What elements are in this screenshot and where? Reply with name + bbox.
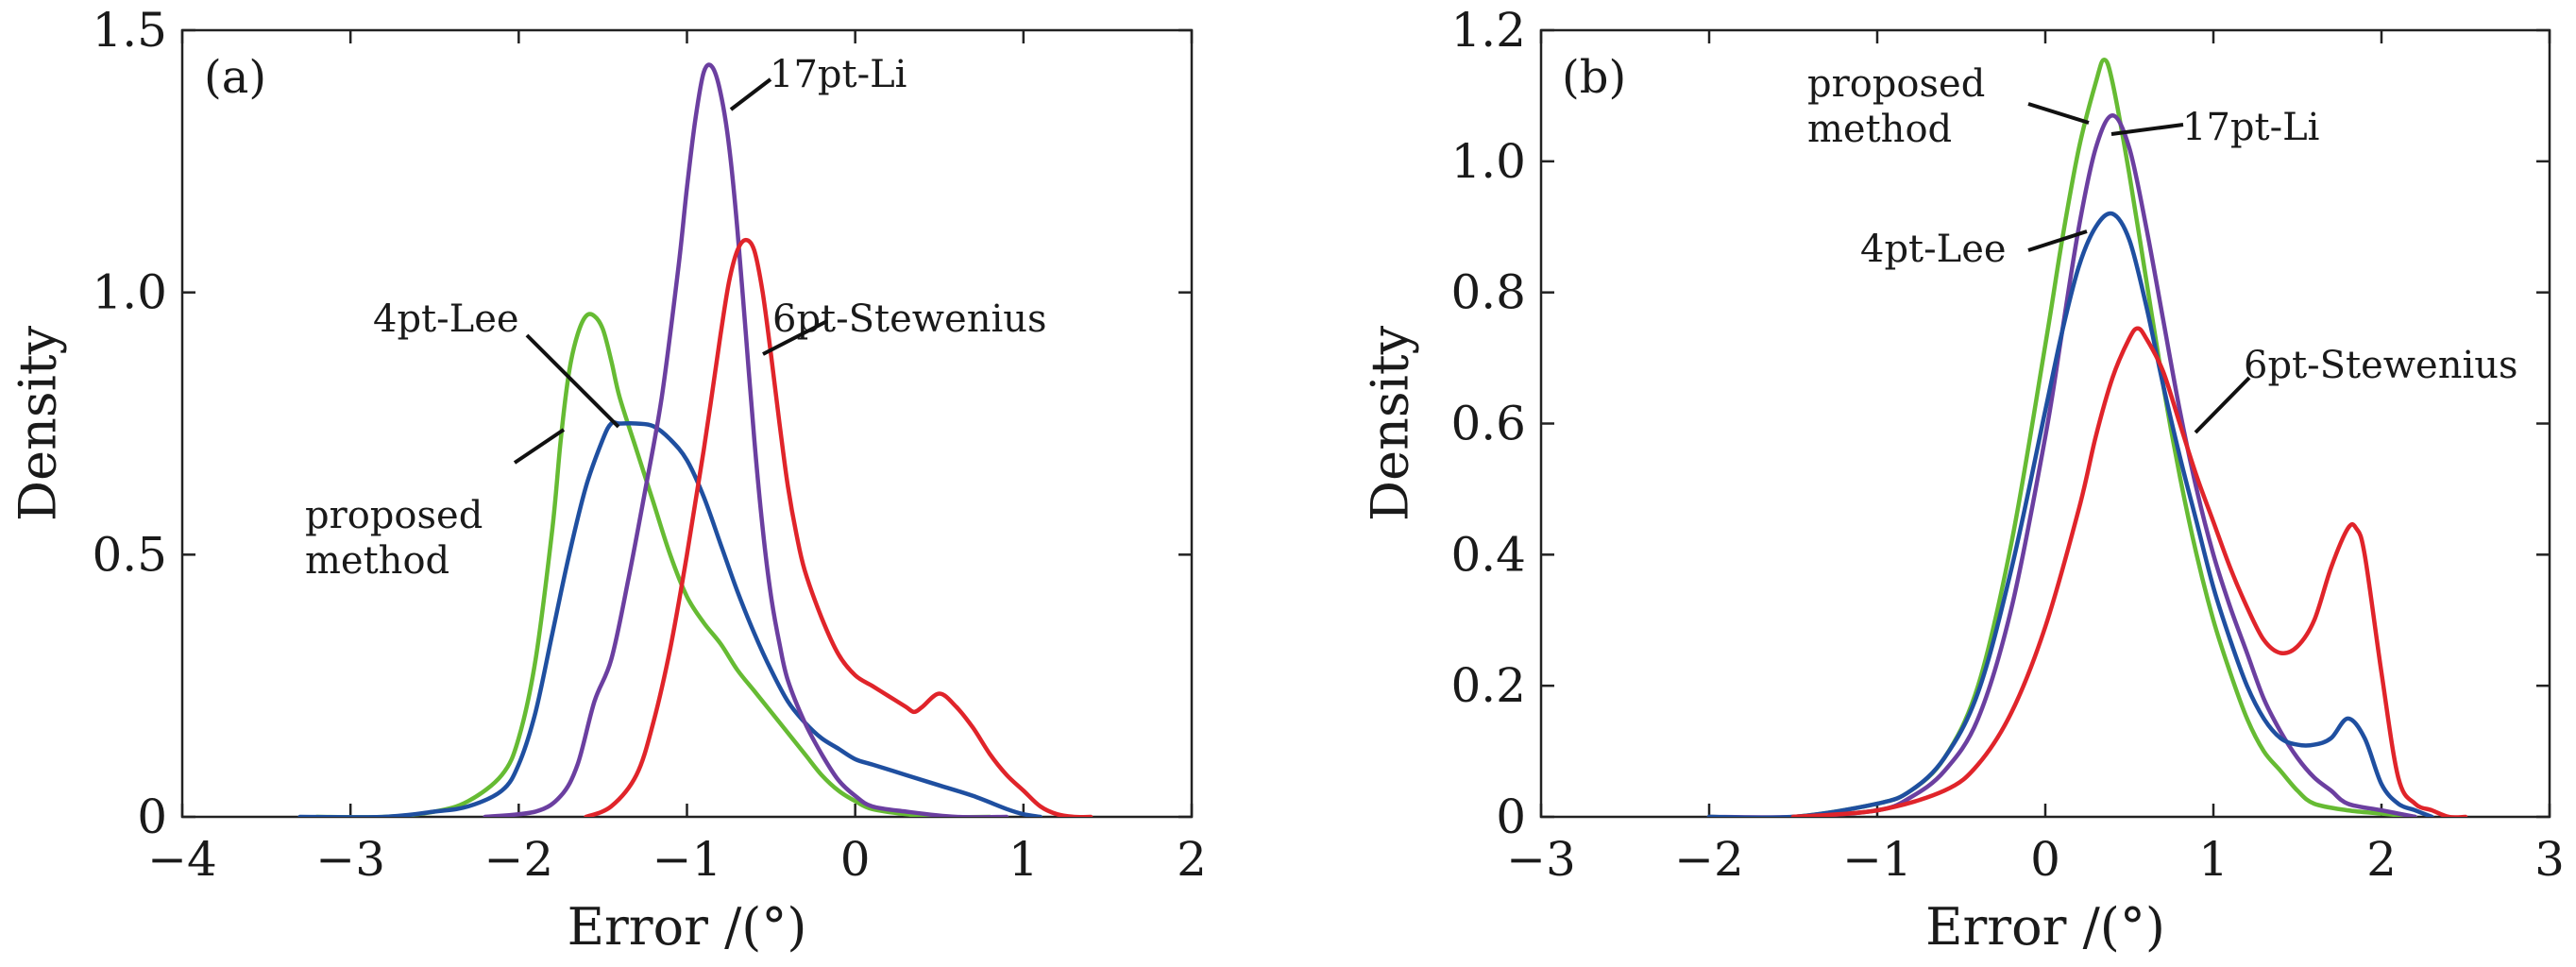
x-tick-label: −3 bbox=[315, 832, 385, 887]
annotation-leader bbox=[762, 319, 828, 356]
x-tick-label: −4 bbox=[147, 832, 217, 887]
annotation-6pt-stewenius: 6pt-Stewenius bbox=[2194, 344, 2518, 434]
x-tick-label: 2 bbox=[2366, 832, 2397, 887]
panel-label: (b) bbox=[1562, 51, 1626, 104]
series-line-4pt-lee bbox=[1706, 211, 2434, 817]
x-tick-label: 0 bbox=[840, 832, 871, 887]
y-tick-label: 0.4 bbox=[1450, 527, 1526, 582]
x-tick-label: −3 bbox=[1506, 832, 1576, 887]
series-line-6pt-stewenius bbox=[1790, 326, 2468, 817]
y-tick-label: 0 bbox=[137, 789, 167, 844]
y-tick-label: 1.0 bbox=[92, 265, 167, 320]
annotation-text: 17pt-Li bbox=[2182, 106, 2319, 149]
annotation-6pt-stewenius: 6pt-Stewenius bbox=[762, 297, 1047, 356]
annotation-text: 4pt-Lee bbox=[373, 297, 519, 341]
x-tick-label: 2 bbox=[1177, 832, 1207, 887]
y-tick-label: 0.2 bbox=[1450, 658, 1526, 713]
annotation-text: 6pt-Stewenius bbox=[772, 297, 1047, 341]
annotation-17pt-li: 17pt-Li bbox=[729, 53, 907, 111]
annotation-leader bbox=[2027, 102, 2090, 125]
annotation-text: 6pt-Stewenius bbox=[2244, 344, 2518, 387]
y-tick-label: 0.6 bbox=[1450, 397, 1526, 451]
annotation-text: 4pt-Lee bbox=[1860, 228, 2007, 271]
x-tick-label: 1 bbox=[1008, 832, 1039, 887]
annotation-4pt-lee: 4pt-Lee bbox=[373, 297, 620, 429]
panel-a: −4 −3 −2 −1 0 1 2 0 0.5 1.0 1.5 Error /(°) Density (a… bbox=[8, 3, 1207, 957]
y-axis-title: Density bbox=[8, 325, 68, 521]
annotation-leader bbox=[2194, 376, 2251, 434]
annotation-4pt-lee: 4pt-Lee bbox=[1860, 228, 2088, 271]
x-tick-label: 1 bbox=[2198, 832, 2229, 887]
series-line-17pt-li bbox=[483, 62, 1009, 817]
annotation-text: 17pt-Li bbox=[770, 53, 907, 96]
y-tick-label: 0 bbox=[1496, 789, 1526, 844]
annotation-leader bbox=[2110, 123, 2184, 136]
annotation-leader bbox=[729, 77, 772, 111]
x-tick-label: 3 bbox=[2534, 832, 2565, 887]
annotation-17pt-li: 17pt-Li bbox=[2110, 106, 2319, 149]
y-axis-title: Density bbox=[1361, 325, 1420, 521]
x-tick-label: −1 bbox=[1842, 832, 1912, 887]
x-tick-label: 0 bbox=[2030, 832, 2060, 887]
x-tick-label: −1 bbox=[652, 832, 722, 887]
x-axis-title: Error /(°) bbox=[568, 897, 807, 957]
x-tick-label: −2 bbox=[483, 832, 553, 887]
series-line-4pt-lee bbox=[297, 420, 1042, 817]
annotation-leader bbox=[2027, 229, 2088, 252]
annotation-leader bbox=[525, 333, 620, 429]
y-tick-label: 1.2 bbox=[1450, 3, 1526, 58]
series-line-proposed-method bbox=[314, 312, 992, 817]
annotation-leader bbox=[513, 428, 566, 465]
x-tick-label: −2 bbox=[1674, 832, 1744, 887]
y-tick-label: 1.5 bbox=[92, 3, 167, 58]
panel-label: (a) bbox=[204, 51, 266, 104]
panel-b: −3 −2 −1 0 1 2 3 0 0.2 0.4 0.6 0.8 1.0 1.2 Error /(°) D… bbox=[1361, 3, 2565, 957]
plot-frame bbox=[180, 28, 1194, 819]
annotation-text: proposed bbox=[1807, 62, 1985, 106]
x-axis-title: Error /(°) bbox=[1925, 897, 2165, 957]
annotation-text: method bbox=[1807, 108, 1952, 151]
annotation-text: proposed bbox=[305, 494, 483, 537]
series-line-proposed-method bbox=[1706, 57, 2417, 817]
y-tick-label: 0.8 bbox=[1450, 265, 1526, 320]
series-line-17pt-li bbox=[1706, 112, 2417, 817]
plot-frame bbox=[1539, 28, 2551, 819]
annotation-text: method bbox=[305, 539, 449, 583]
y-tick-label: 0.5 bbox=[92, 527, 167, 582]
y-tick-label: 1.0 bbox=[1450, 134, 1526, 189]
series-line-6pt-stewenius bbox=[584, 237, 1093, 817]
